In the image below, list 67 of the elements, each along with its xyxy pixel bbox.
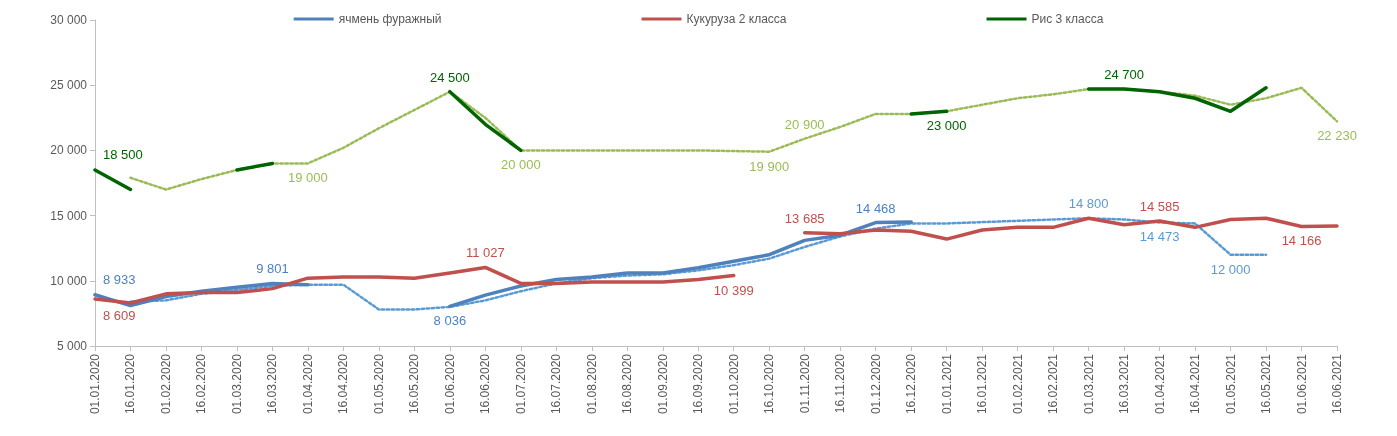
x-tick-label: 16.05.2020: [407, 353, 422, 415]
data-label: 11 027: [465, 245, 505, 261]
y-tick-label: 15 000: [50, 208, 88, 223]
x-tick-label: 01.09.2020: [655, 353, 670, 415]
x-tick-label: 16.01.2021: [975, 353, 990, 415]
x-tick-label: 16.04.2021: [1188, 353, 1203, 415]
x-tick-label: 01.10.2020: [726, 353, 741, 415]
data-label: 14 585: [1139, 199, 1180, 215]
x-tick-label: 01.08.2020: [584, 353, 599, 415]
data-label: 14 473: [1139, 229, 1180, 245]
x-tick-label: 16.03.2020: [265, 353, 280, 415]
x-tick-label: 16.12.2020: [904, 353, 919, 415]
x-tick-label: 01.02.2020: [158, 353, 173, 415]
data-label: 18 500: [103, 146, 143, 162]
data-label: 23 000: [926, 118, 967, 134]
data-label: 8 609: [103, 307, 136, 323]
y-tick-label: 10 000: [50, 273, 88, 288]
x-tick-label: 01.05.2021: [1223, 353, 1238, 415]
x-tick-label: 16.06.2020: [478, 353, 493, 415]
y-tick-label: 25 000: [50, 78, 88, 93]
x-tick-label: 16.02.2021: [1046, 353, 1061, 415]
data-label: 14 468: [855, 200, 896, 216]
data-label: 14 800: [1068, 196, 1109, 212]
data-label: 24 500: [429, 69, 470, 85]
x-tick-label: 01.02.2021: [1010, 353, 1025, 415]
data-label: 20 900: [784, 116, 825, 132]
data-label: 13 685: [784, 210, 825, 226]
x-tick-label: 01.01.2021: [939, 353, 954, 415]
x-tick-label: 01.04.2021: [1152, 353, 1167, 415]
x-tick-label: 16.08.2020: [620, 353, 635, 415]
x-tick-label: 16.04.2020: [336, 353, 351, 415]
x-tick-label: 01.01.2020: [88, 353, 102, 415]
data-label: 24 700: [1104, 67, 1144, 83]
data-label: 10 399: [713, 282, 754, 298]
x-tick-label: 16.07.2020: [549, 353, 564, 415]
x-tick-label: 16.03.2021: [1117, 353, 1132, 415]
data-label: 14 166: [1281, 233, 1322, 249]
x-tick-label: 16.10.2020: [762, 353, 777, 415]
data-label: 19 900: [749, 158, 790, 174]
legend-label: Кукуруза 2 класса: [686, 12, 787, 26]
data-label: 9 801: [256, 261, 289, 277]
x-tick-label: 16.01.2020: [123, 353, 138, 415]
legend-label: ячмень фуражный: [338, 12, 442, 26]
y-tick-label: 5 000: [56, 339, 88, 353]
y-tick-label: 30 000: [50, 13, 88, 27]
x-tick-label: 01.11.2020: [797, 353, 812, 414]
data-label: 19 000: [288, 170, 328, 186]
x-tick-label: 01.03.2020: [229, 353, 244, 415]
x-tick-label: 01.07.2020: [513, 353, 528, 415]
x-tick-label: 16.06.2021: [1330, 353, 1344, 415]
x-tick-label: 16.09.2020: [691, 353, 706, 415]
y-tick-label: 20 000: [50, 143, 88, 158]
x-tick-label: 01.06.2020: [442, 353, 457, 415]
x-tick-label: 16.02.2020: [194, 353, 209, 415]
x-tick-label: 01.03.2021: [1081, 353, 1096, 415]
x-tick-label: 16.11.2020: [833, 353, 848, 414]
x-tick-label: 01.05.2020: [371, 353, 386, 415]
x-tick-label: 01.12.2020: [868, 353, 883, 415]
x-tick-label: 01.04.2020: [300, 353, 315, 415]
data-label: 20 000: [500, 157, 541, 173]
data-label: 8 933: [103, 271, 136, 287]
data-label: 12 000: [1210, 261, 1251, 277]
data-label: 22 230: [1317, 128, 1357, 144]
legend-label: Рис 3 класса: [1031, 12, 1104, 26]
x-tick-label: 16.05.2021: [1259, 353, 1274, 415]
data-label: 8 036: [433, 313, 467, 329]
x-tick-label: 01.06.2021: [1294, 353, 1309, 415]
